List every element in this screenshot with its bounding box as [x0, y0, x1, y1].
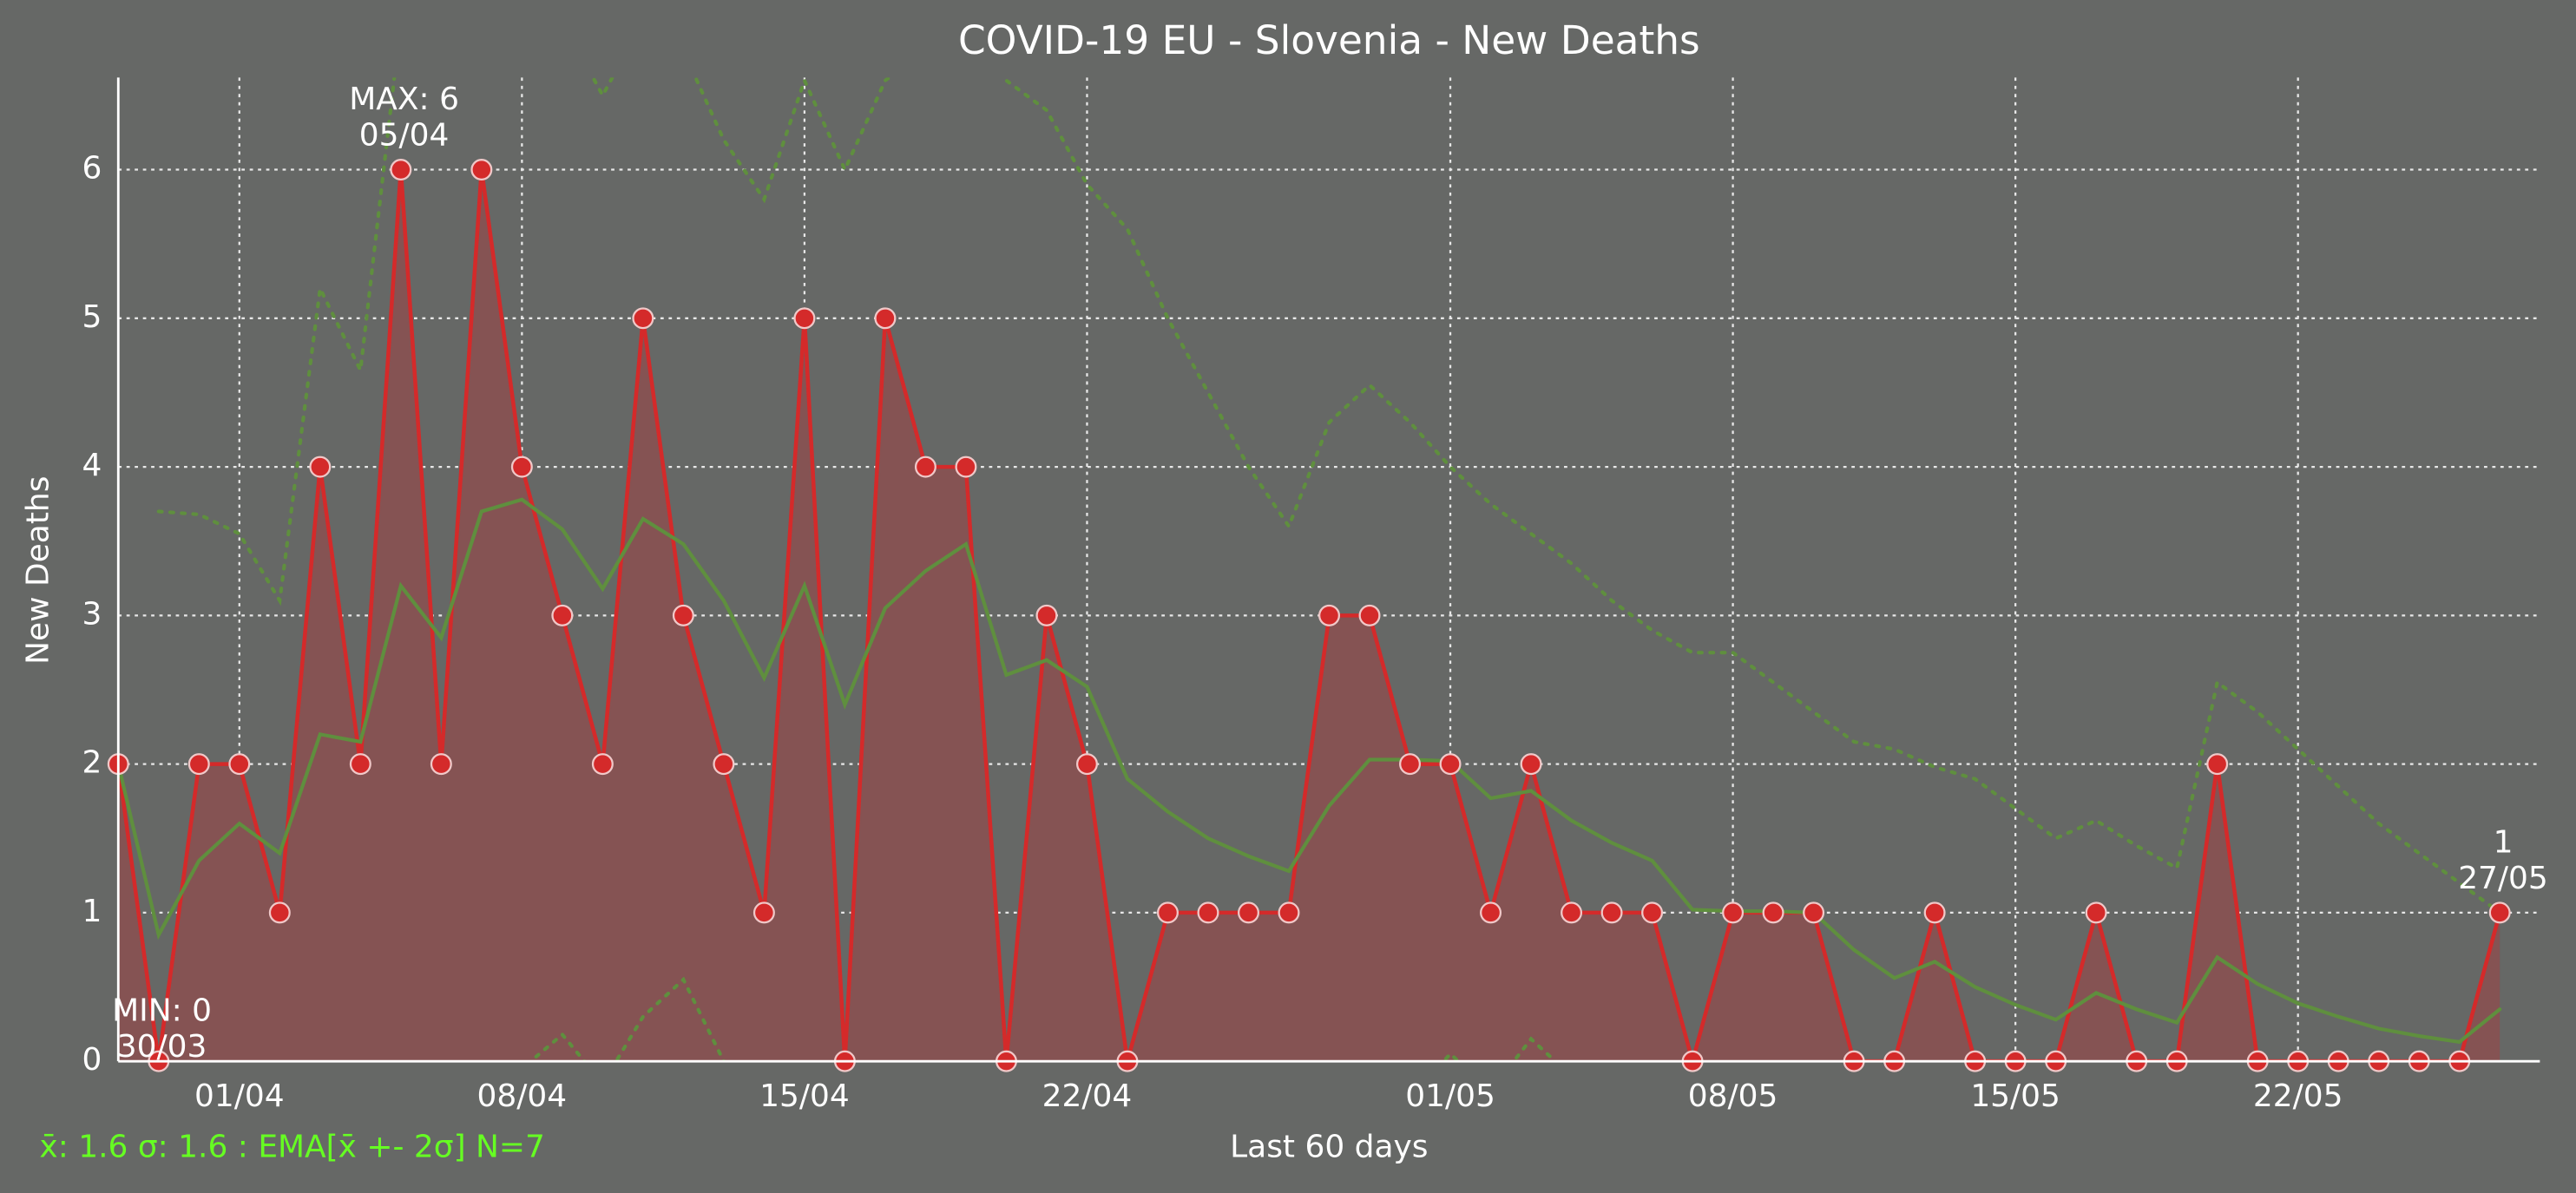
data-point	[228, 753, 251, 776]
data-point	[874, 307, 897, 330]
data-point	[551, 604, 574, 626]
data-point	[632, 307, 654, 330]
y-tick-label: 1	[82, 894, 102, 929]
x-tick-label: 22/05	[2253, 1078, 2343, 1114]
annotation: 05/04	[359, 118, 450, 154]
y-tick-label: 2	[82, 745, 102, 781]
data-point	[1520, 753, 1542, 776]
x-tick-label: 15/04	[759, 1078, 850, 1114]
data-point	[430, 753, 452, 776]
data-point	[955, 456, 977, 478]
data-point	[591, 753, 614, 776]
data-point	[1762, 901, 1784, 924]
y-tick-label: 3	[82, 596, 102, 632]
data-point	[1197, 901, 1219, 924]
y-tick-label: 6	[82, 151, 102, 187]
data-point	[2488, 901, 2511, 924]
data-point	[1722, 901, 1745, 924]
data-line	[118, 169, 2502, 1062]
y-axis-label: New Deaths	[20, 476, 56, 665]
data-point	[1561, 901, 1583, 924]
y-tick-label: 4	[82, 448, 102, 483]
data-point	[1035, 604, 1058, 626]
data-point	[1641, 901, 1664, 924]
data-point	[470, 159, 493, 181]
data-point	[1318, 604, 1341, 626]
annotation: 1	[2494, 824, 2514, 860]
annotation: MIN: 0	[112, 993, 212, 1028]
y-tick-label: 0	[82, 1042, 102, 1078]
area	[118, 169, 2500, 1062]
data-point	[1803, 901, 1825, 924]
data-point	[713, 753, 735, 776]
data-point	[268, 901, 291, 924]
data-point	[752, 901, 775, 924]
data-point	[1156, 901, 1179, 924]
plot-area	[118, 77, 2502, 1062]
chart-title: COVID-19 EU - Slovenia - New Deaths	[958, 17, 1700, 63]
data-point	[672, 604, 694, 626]
data-point	[309, 456, 332, 478]
data-point	[2085, 901, 2107, 924]
data-point	[1278, 901, 1300, 924]
data-point	[1600, 901, 1623, 924]
x-tick-label: 01/05	[1405, 1078, 1495, 1114]
x-tick-label: 15/05	[1970, 1078, 2060, 1114]
x-tick-label: 08/05	[1688, 1078, 1778, 1114]
x-tick-label: 01/04	[194, 1078, 285, 1114]
y-tick-label: 5	[82, 299, 102, 335]
data-point	[914, 456, 936, 478]
data-point	[390, 159, 412, 181]
x-tick-label: 22/04	[1042, 1078, 1133, 1114]
data-point	[1439, 753, 1462, 776]
data-point	[793, 307, 816, 330]
annotation: 27/05	[2458, 861, 2548, 896]
data-point	[510, 456, 533, 478]
x-axis-label: Last 60 days	[1230, 1130, 1428, 1165]
data-point	[1923, 901, 1946, 924]
data-point	[1238, 901, 1259, 924]
ema-line	[118, 497, 2502, 1045]
data-point	[2206, 753, 2229, 776]
stats-text: x̄: 1.6 σ: 1.6 : EMA[x̄ +- 2σ] N=7	[39, 1130, 545, 1165]
annotation: 30/03	[117, 1029, 207, 1065]
data-point	[1358, 604, 1381, 626]
ema-line	[156, 77, 2502, 914]
data-point	[349, 753, 371, 776]
data-point	[1075, 753, 1098, 776]
annotation: MAX: 6	[349, 82, 459, 117]
data-point	[1480, 901, 1502, 924]
x-tick-label: 08/04	[477, 1078, 568, 1114]
data-point	[1399, 753, 1422, 776]
data-point	[187, 753, 210, 776]
